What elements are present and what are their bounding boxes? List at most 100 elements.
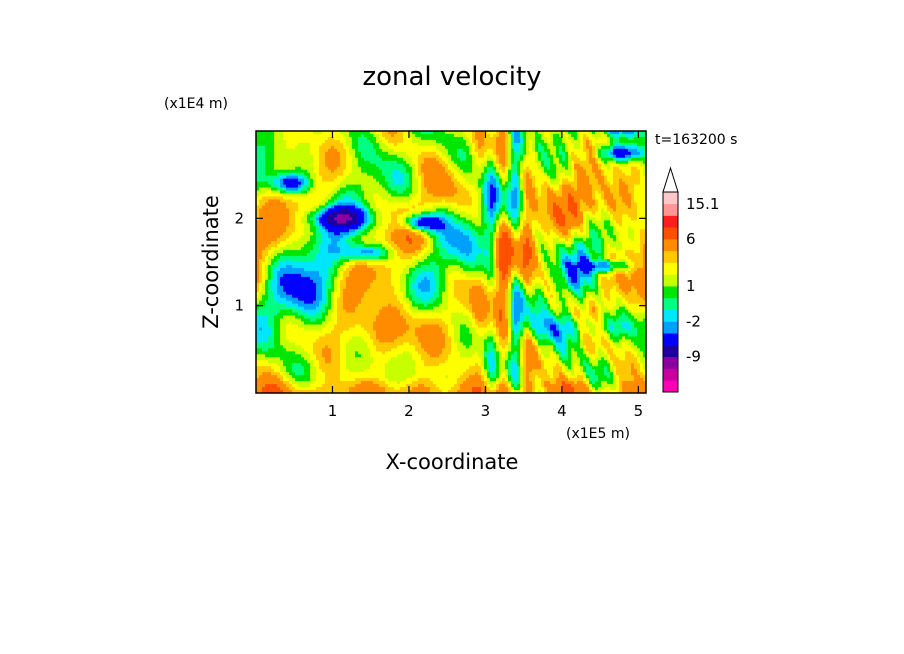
field-cell bbox=[370, 145, 374, 150]
field-cell bbox=[328, 229, 332, 233]
field-cell bbox=[376, 244, 380, 248]
field-cell bbox=[505, 178, 509, 183]
field-cell bbox=[643, 187, 646, 191]
field-cell bbox=[637, 175, 641, 180]
field-cell bbox=[502, 226, 506, 230]
field-cell bbox=[562, 235, 566, 239]
field-cell bbox=[622, 163, 626, 168]
field-cell bbox=[589, 199, 593, 203]
field-cell bbox=[442, 202, 446, 206]
field-cell bbox=[457, 187, 461, 191]
field-cell bbox=[532, 190, 536, 194]
field-cell bbox=[634, 166, 638, 171]
field-cell bbox=[637, 214, 641, 218]
field-cell bbox=[349, 160, 353, 165]
field-cell bbox=[640, 217, 644, 221]
field-cell bbox=[433, 193, 437, 197]
field-cell bbox=[520, 172, 524, 177]
field-cell bbox=[307, 235, 311, 239]
field-cell bbox=[382, 166, 386, 171]
field-cell bbox=[355, 220, 359, 224]
field-cell bbox=[382, 172, 386, 177]
field-cell bbox=[640, 131, 644, 135]
field-cell bbox=[640, 229, 644, 233]
field-cell bbox=[412, 166, 416, 171]
field-cell bbox=[529, 139, 533, 144]
field-cell bbox=[538, 181, 542, 185]
field-cell bbox=[556, 223, 560, 227]
field-cell bbox=[586, 136, 590, 141]
field-cell bbox=[367, 145, 371, 150]
field-cell bbox=[463, 205, 467, 209]
field-cell bbox=[430, 199, 434, 203]
field-cell bbox=[535, 154, 539, 159]
field-cell bbox=[379, 229, 383, 233]
field-cell bbox=[532, 202, 536, 206]
field-cell bbox=[550, 202, 554, 206]
field-cell bbox=[505, 133, 509, 138]
field-cell bbox=[379, 139, 383, 144]
field-cell bbox=[379, 223, 383, 227]
field-cell bbox=[544, 133, 548, 138]
field-cell bbox=[286, 229, 290, 233]
field-cell bbox=[355, 211, 359, 215]
field-cell bbox=[301, 232, 305, 236]
field-cell bbox=[511, 163, 515, 168]
field-cell bbox=[604, 232, 608, 236]
field-cell bbox=[361, 133, 365, 138]
field-cell bbox=[334, 184, 338, 188]
field-cell bbox=[472, 139, 476, 144]
field-cell bbox=[406, 214, 410, 218]
field-cell bbox=[289, 190, 293, 194]
field-cell bbox=[469, 131, 473, 135]
field-cell bbox=[589, 226, 593, 230]
field-cell bbox=[496, 223, 500, 227]
field-cell bbox=[340, 136, 344, 141]
field-cell bbox=[337, 181, 341, 185]
field-cell bbox=[379, 151, 383, 156]
field-cell bbox=[487, 232, 491, 236]
field-cell bbox=[481, 160, 485, 165]
field-cell bbox=[304, 211, 308, 215]
field-cell bbox=[415, 202, 419, 206]
field-cell bbox=[571, 166, 575, 171]
field-cell bbox=[370, 223, 374, 227]
field-cell bbox=[478, 148, 482, 153]
field-cell bbox=[643, 202, 646, 206]
field-cell bbox=[364, 190, 368, 194]
field-cell bbox=[352, 169, 356, 174]
field-cell bbox=[325, 193, 329, 197]
field-cell bbox=[550, 211, 554, 215]
field-cell bbox=[442, 238, 446, 242]
field-cell bbox=[352, 217, 356, 221]
field-cell bbox=[376, 190, 380, 194]
field-cell bbox=[364, 131, 368, 135]
field-cell bbox=[367, 223, 371, 227]
field-cell bbox=[322, 175, 326, 180]
field-cell bbox=[421, 169, 425, 174]
field-cell bbox=[592, 131, 596, 135]
field-cell bbox=[613, 220, 617, 224]
field-cell bbox=[298, 220, 302, 224]
field-cell bbox=[475, 241, 479, 245]
field-cell bbox=[535, 187, 539, 191]
field-cell bbox=[364, 181, 368, 185]
field-cell bbox=[460, 199, 464, 203]
field-cell bbox=[643, 160, 646, 165]
field-cell bbox=[349, 226, 353, 230]
field-cell bbox=[526, 202, 530, 206]
field-cell bbox=[484, 169, 488, 174]
field-cell bbox=[610, 178, 614, 183]
field-cell bbox=[523, 226, 527, 230]
field-cell bbox=[298, 163, 302, 168]
field-cell bbox=[271, 187, 275, 191]
field-cell bbox=[376, 160, 380, 165]
field-cell bbox=[541, 232, 545, 236]
field-cell bbox=[595, 133, 599, 138]
field-cell bbox=[490, 202, 494, 206]
field-cell bbox=[313, 187, 317, 191]
field-cell bbox=[565, 181, 569, 185]
field-cell bbox=[442, 235, 446, 239]
field-cell bbox=[265, 241, 269, 245]
field-cell bbox=[493, 196, 497, 200]
